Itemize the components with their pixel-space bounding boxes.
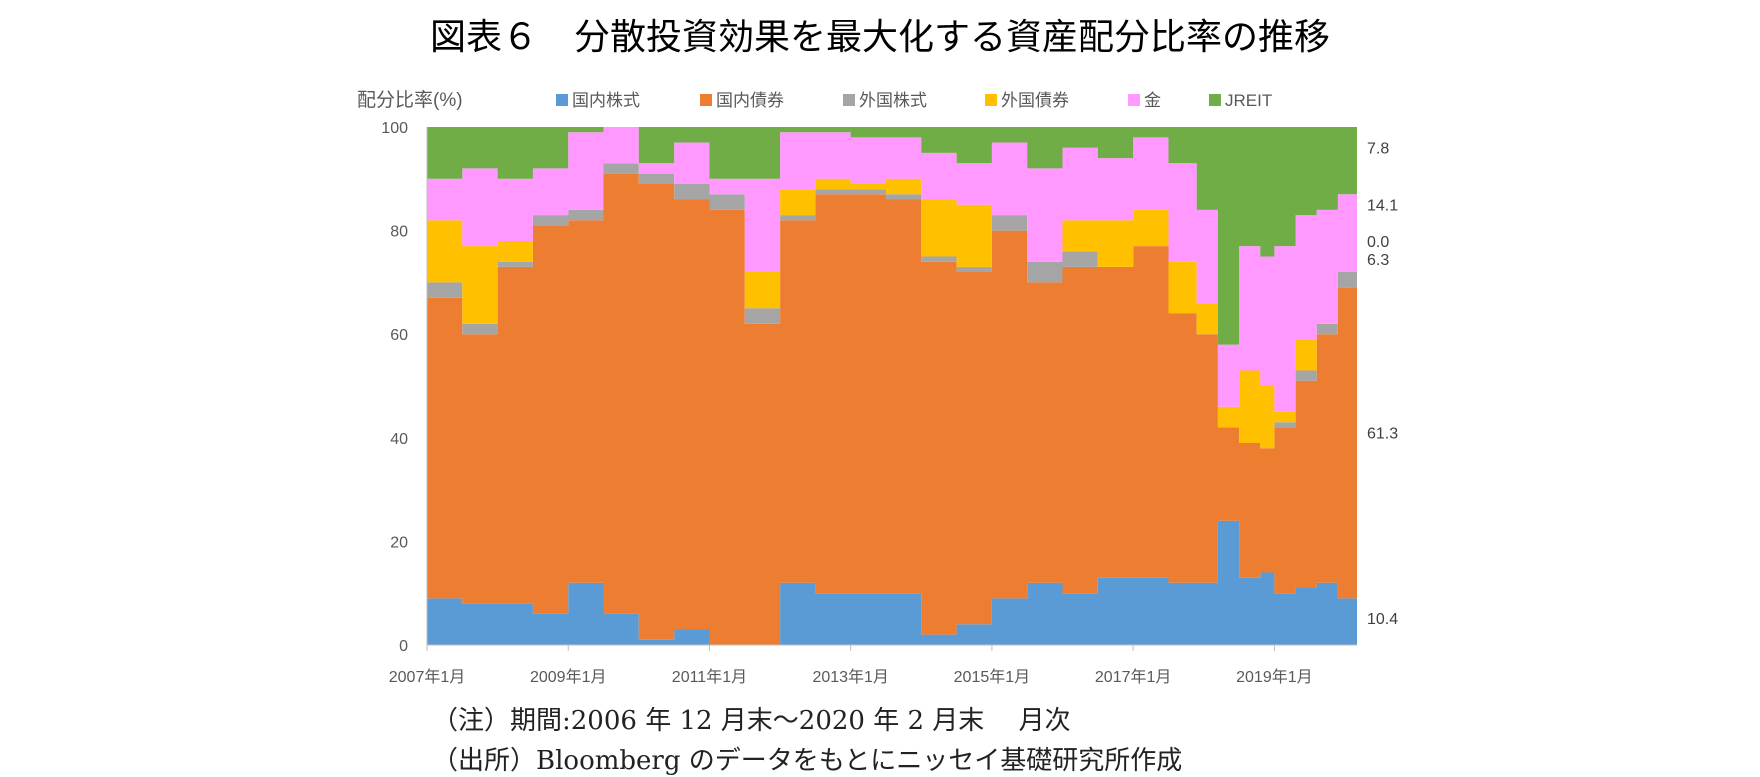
y-tick-label: 20	[390, 534, 408, 551]
end-value-label: 6.3	[1367, 252, 1389, 269]
x-tick-label: 2015年1月	[954, 668, 1031, 686]
end-value-label: 0.0	[1367, 234, 1389, 251]
x-tick-label: 2009年1月	[530, 668, 607, 686]
legend-swatch	[556, 94, 568, 106]
y-axis-label: 配分比率(%)	[357, 89, 463, 111]
end-value-label: 61.3	[1367, 425, 1398, 442]
area-series-group	[427, 127, 1357, 645]
area-series	[427, 127, 1357, 412]
legend-swatch	[1128, 94, 1140, 106]
end-value-label: 10.4	[1367, 611, 1398, 628]
legend-swatch	[985, 94, 997, 106]
end-value-label: 7.8	[1367, 141, 1389, 158]
legend-label: 国内株式	[572, 91, 640, 110]
legend-swatch	[1209, 94, 1221, 106]
x-tick-label: 2019年1月	[1236, 668, 1313, 686]
area-series	[427, 173, 1357, 645]
y-tick-label: 60	[390, 327, 408, 344]
end-labels: 7.8 14.1 0.06.3 61.3 10.4	[1367, 141, 1398, 628]
legend-swatch	[843, 94, 855, 106]
legend-label: 国内債券	[716, 91, 784, 110]
area-series	[427, 520, 1357, 645]
area-series	[427, 163, 1357, 449]
chart-title: 図表６ 分散投資効果を最大化する資産配分比率の推移	[429, 17, 1330, 58]
x-tick-label: 2011年1月	[672, 668, 747, 686]
legend-swatch	[700, 94, 712, 106]
x-tick-label: 2007年1月	[389, 668, 466, 686]
note-source: （出所）Bloomberg のデータをもとにニッセイ基礎研究所作成	[432, 746, 1183, 776]
legend-label: 金	[1144, 91, 1161, 110]
legend-label: JREIT	[1225, 91, 1272, 110]
y-tick-label: 100	[381, 120, 408, 137]
x-tick-label: 2017年1月	[1095, 668, 1172, 686]
legend: 国内株式 国内債券 外国株式 外国債券 金 JREIT	[556, 91, 1272, 110]
axes: 0 20 40 60 80 100 2007年1月 2009年1月 2011年1月 2013年1月…	[381, 120, 1357, 686]
x-tick-label: 2013年1月	[812, 668, 889, 686]
y-tick-label: 40	[390, 431, 408, 448]
y-tick-label: 80	[390, 224, 408, 241]
note-period: （注）期間:2006 年 12 月末～2020 年 2 月末 月次	[432, 706, 1071, 736]
area-series	[427, 127, 1357, 345]
legend-label: 外国株式	[859, 91, 927, 110]
legend-label: 外国債券	[1001, 91, 1069, 110]
y-tick-label: 0	[399, 638, 408, 655]
end-value-label: 14.1	[1367, 197, 1398, 214]
